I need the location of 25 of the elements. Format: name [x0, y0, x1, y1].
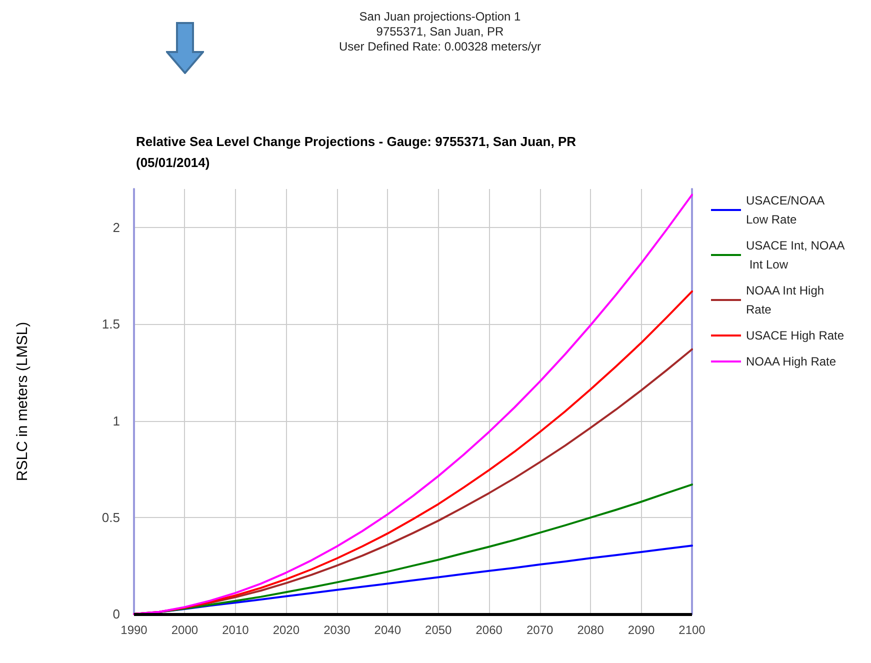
y-axis-title: RSLC in meters (LMSL)	[14, 322, 31, 482]
chart-subtitle: San Juan projections-Option 1 9755371, San Juan, PR User Defined Rate: 0.00328 meters/yr	[338, 10, 542, 54]
x-tick-label: 2030	[324, 623, 351, 637]
y-tick-label: 1	[112, 413, 120, 428]
x-tick-label: 2000	[171, 623, 198, 637]
x-tick-label: 2020	[272, 623, 300, 637]
y-tick-label: 0	[112, 606, 120, 622]
x-tick-label: 2010	[222, 623, 250, 637]
x-tick-label: 2070	[526, 623, 554, 637]
x-tick-label: 2050	[425, 623, 452, 637]
legend-label: NOAA High Rate	[746, 354, 836, 368]
chart-title: Relative Sea Level Change Projections - Gauge: 9755371, San Juan, PR (05/01/2014)	[136, 134, 577, 170]
y-tick-label: 1.5	[102, 316, 120, 332]
legend-label: USACE High Rate	[746, 328, 844, 342]
x-tick-label: 2100	[678, 623, 706, 637]
y-tick-label: 2	[112, 220, 120, 236]
x-tick-label: 2060	[476, 623, 503, 637]
y-tick-label: 0.5	[102, 510, 120, 525]
legend-label: USACE/NOAA Low Rate	[746, 194, 828, 226]
x-tick-label: 2090	[628, 623, 655, 637]
x-tick-label: 2040	[374, 623, 402, 637]
x-tick-label: 1990	[120, 623, 148, 637]
x-tick-label: 2080	[577, 623, 604, 637]
legend-label: USACE Int, NOAA Int Low	[746, 238, 845, 272]
legend-label: NOAA Int High Rate	[746, 284, 828, 316]
